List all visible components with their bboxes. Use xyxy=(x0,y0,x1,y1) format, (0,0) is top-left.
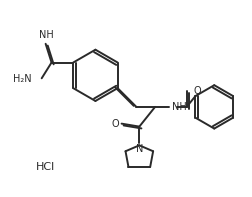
Text: N: N xyxy=(136,144,143,154)
Text: O: O xyxy=(194,86,201,96)
Text: NH: NH xyxy=(172,102,187,112)
Text: O: O xyxy=(112,119,119,129)
Text: HCl: HCl xyxy=(36,162,55,172)
Text: H₂N: H₂N xyxy=(13,74,32,84)
Text: NH: NH xyxy=(39,30,54,40)
